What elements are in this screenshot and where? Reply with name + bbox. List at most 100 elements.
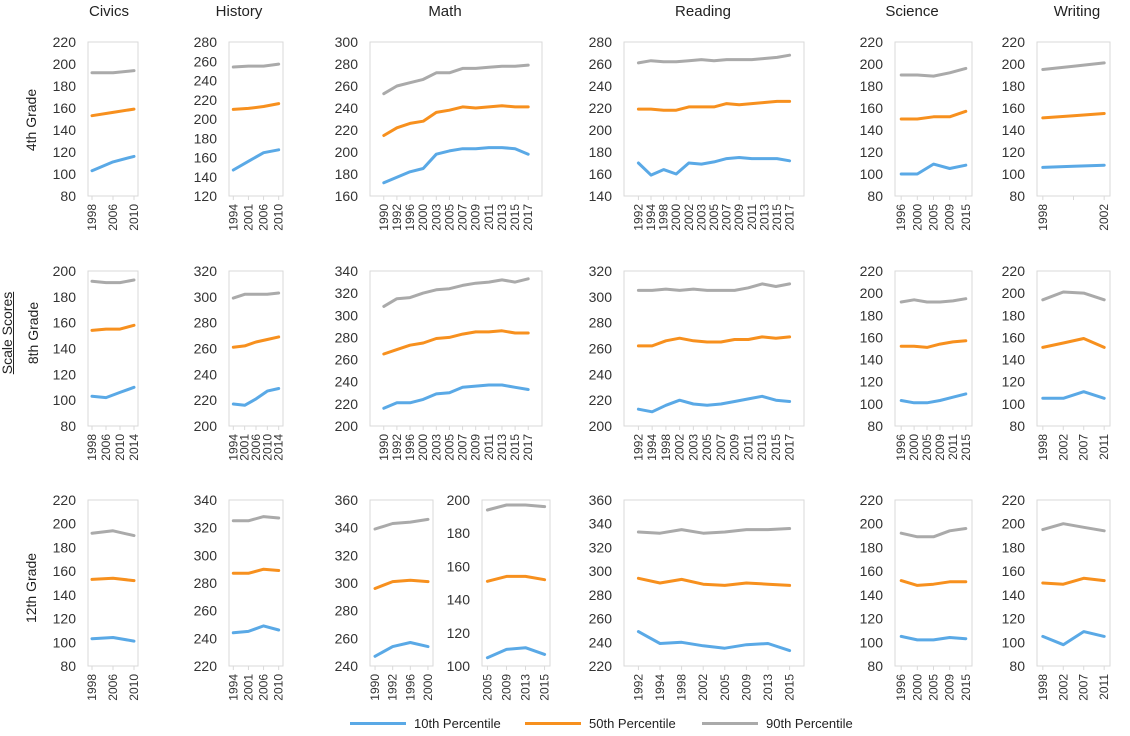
y-tick-label: 220 bbox=[860, 263, 884, 279]
x-tick-label: 2009 bbox=[469, 204, 483, 231]
y-tick-label: 260 bbox=[335, 352, 359, 368]
x-tick-label: 2006 bbox=[257, 674, 271, 701]
x-tick-label: 1998 bbox=[659, 434, 673, 461]
legend-label-50th: 50th Percentile bbox=[589, 716, 676, 731]
x-tick-label: 2001 bbox=[238, 434, 252, 461]
y-tick-label: 320 bbox=[194, 263, 218, 279]
panel-18: 80 100 120 140 160 180 200 220 1998 2002 2007 2011 bbox=[1002, 492, 1112, 701]
panel-3: 140 160 180 200 220 240 260 280 1992199419982000… bbox=[589, 34, 805, 231]
y-tick-label: 160 bbox=[53, 100, 77, 116]
x-tick-label: 2005 bbox=[718, 674, 732, 701]
y-tick-label: 180 bbox=[1002, 78, 1026, 94]
y-tick-label: 200 bbox=[194, 111, 218, 127]
x-tick-label: 2015 bbox=[783, 674, 797, 701]
x-tick-label: 1996 bbox=[894, 674, 908, 701]
y-tick-label: 80 bbox=[1009, 658, 1025, 674]
x-tick-label: 2002 bbox=[696, 674, 710, 701]
x-tick-label: 2015 bbox=[538, 674, 552, 701]
x-tick-label: 2005 bbox=[927, 674, 941, 701]
y-tick-label: 300 bbox=[335, 307, 359, 323]
series-line-50th bbox=[899, 109, 968, 121]
x-tick-label: 1998 bbox=[85, 204, 99, 231]
series-line-10th bbox=[899, 392, 968, 405]
x-tick-label: 2003 bbox=[686, 434, 700, 461]
series-line-50th bbox=[485, 574, 547, 583]
series-line-90th bbox=[231, 515, 281, 523]
x-tick-label: 2015 bbox=[770, 204, 784, 231]
series-line-10th bbox=[373, 641, 430, 658]
y-tick-label: 340 bbox=[194, 492, 218, 508]
panel-12: 80 100 120 140 160 180 200 220 1998 2006 2010 bbox=[53, 492, 141, 701]
x-tick-label: 2000 bbox=[910, 204, 924, 231]
y-tick-label: 180 bbox=[1002, 539, 1026, 555]
x-tick-label: 2007 bbox=[456, 204, 470, 231]
y-tick-label: 280 bbox=[194, 34, 218, 50]
y-tick-label: 80 bbox=[867, 418, 883, 434]
x-tick-label: 1994 bbox=[644, 204, 658, 231]
y-tick-label: 220 bbox=[1002, 263, 1026, 279]
y-tick-label: 260 bbox=[589, 341, 613, 357]
panel-frame bbox=[1036, 270, 1111, 427]
y-tick-label: 120 bbox=[860, 144, 884, 160]
y-tick-label: 180 bbox=[860, 78, 884, 94]
series-line-10th bbox=[899, 634, 968, 642]
x-tick-label: 2015 bbox=[959, 204, 973, 231]
x-tick-label: 2002 bbox=[1056, 674, 1070, 701]
x-tick-label: 2006 bbox=[106, 674, 120, 701]
x-tick-label: 1998 bbox=[85, 434, 99, 461]
y-tick-label: 140 bbox=[447, 592, 471, 608]
x-tick-label: 2001 bbox=[241, 204, 255, 231]
x-tick-label: 2017 bbox=[521, 434, 535, 461]
series-line-10th bbox=[382, 146, 530, 185]
series-line-90th bbox=[485, 503, 547, 512]
y-tick-label: 140 bbox=[53, 122, 77, 138]
y-tick-label: 100 bbox=[53, 166, 77, 182]
x-tick-label: 2002 bbox=[682, 204, 696, 231]
panel-frame bbox=[228, 41, 284, 197]
panel-13: 220 240 260 280 300 320 340 1994 2001 2006 2010 bbox=[194, 492, 286, 701]
x-tick-label: 2000 bbox=[910, 674, 924, 701]
x-tick-label: 1998 bbox=[1036, 434, 1050, 461]
y-tick-label: 160 bbox=[194, 150, 218, 166]
y-tick-label: 260 bbox=[335, 78, 359, 94]
x-tick-label: 2010 bbox=[272, 674, 286, 701]
y-tick-label: 180 bbox=[53, 539, 77, 555]
y-tick-label: 360 bbox=[335, 492, 359, 508]
y-tick-label: 180 bbox=[1002, 307, 1026, 323]
y-tick-label: 220 bbox=[194, 658, 218, 674]
y-tick-label: 220 bbox=[335, 122, 359, 138]
panel-frame bbox=[369, 499, 434, 667]
x-tick-label: 2006 bbox=[257, 204, 271, 231]
y-tick-label: 120 bbox=[1002, 374, 1026, 390]
panel-frame bbox=[228, 499, 284, 667]
y-tick-label: 160 bbox=[53, 563, 77, 579]
y-tick-label: 220 bbox=[335, 396, 359, 412]
y-tick-label: 200 bbox=[194, 418, 218, 434]
y-tick-label: 160 bbox=[860, 100, 884, 116]
y-tick-label: 220 bbox=[53, 34, 77, 50]
y-tick-label: 280 bbox=[589, 34, 613, 50]
series-line-50th bbox=[382, 104, 530, 137]
x-tick-label: 1992 bbox=[631, 674, 645, 701]
x-tick-label: 1998 bbox=[85, 674, 99, 701]
y-tick-label: 300 bbox=[194, 289, 218, 305]
panel-16: 220 240 260 280 300 320 340 360 1992 1994 1998 2002… bbox=[589, 492, 805, 701]
y-tick-label: 260 bbox=[335, 630, 359, 646]
x-tick-label: 2005 bbox=[442, 434, 456, 461]
x-tick-label: 2009 bbox=[943, 204, 957, 231]
panel-14: 240 260 280 300 320 340 360 1990 1992 1996 2000 bbox=[335, 492, 435, 701]
y-tick-label: 200 bbox=[53, 263, 77, 279]
x-tick-label: 1994 bbox=[645, 434, 659, 461]
series-line-50th bbox=[636, 576, 792, 587]
series-line-10th bbox=[90, 636, 136, 643]
y-tick-label: 200 bbox=[335, 144, 359, 160]
y-tick-label: 300 bbox=[589, 563, 613, 579]
y-tick-label: 140 bbox=[53, 341, 77, 357]
x-tick-label: 2013 bbox=[757, 204, 771, 231]
y-tick-label: 160 bbox=[53, 315, 77, 331]
y-tick-label: 140 bbox=[860, 587, 884, 603]
y-tick-label: 140 bbox=[1002, 587, 1026, 603]
panel-frame bbox=[87, 270, 139, 427]
series-line-50th bbox=[373, 578, 430, 590]
series-line-10th bbox=[485, 646, 547, 660]
